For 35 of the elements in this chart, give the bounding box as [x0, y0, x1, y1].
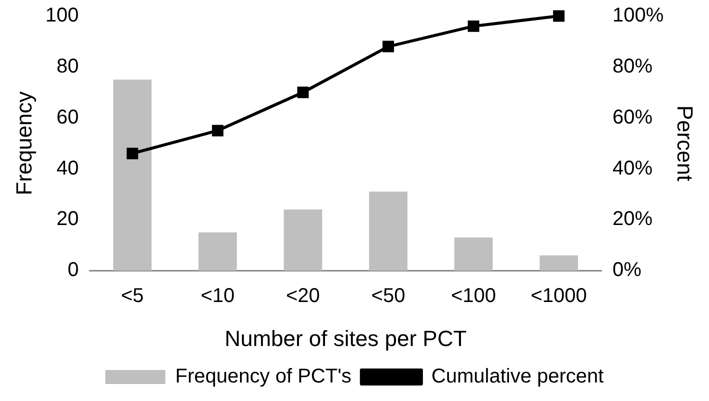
bar — [369, 192, 408, 271]
y-tick-label: 80 — [56, 55, 79, 78]
point — [553, 10, 565, 22]
y-tick-label: 20 — [56, 208, 79, 230]
point — [126, 148, 138, 160]
y-tick-label: 60 — [56, 106, 79, 128]
point — [212, 124, 224, 136]
x-axis-title: Number of sites per PCT — [224, 326, 467, 351]
y2-tick-label: 40% — [612, 157, 653, 180]
x-tick-label: <100 — [450, 285, 496, 308]
bar — [113, 80, 152, 271]
y2-tick-label: 80% — [612, 55, 653, 78]
y2-tick-label: 60% — [612, 106, 653, 128]
bar — [540, 255, 578, 271]
point — [297, 86, 309, 98]
legend-label: Cumulative percent — [431, 366, 604, 388]
point — [382, 40, 394, 52]
y-axis-title: Frequency — [11, 91, 36, 196]
point — [468, 20, 480, 32]
y-tick-label: 0 — [68, 259, 79, 282]
y2-tick-label: 0% — [612, 259, 642, 282]
bar — [284, 209, 322, 271]
y-tick-label: 40 — [56, 157, 79, 180]
x-tick-label: <10 — [200, 285, 235, 308]
bar — [454, 238, 493, 271]
x-tick-label: <20 — [286, 285, 320, 308]
x-tick-label: <5 — [121, 285, 144, 308]
y-tick-label: 100 — [45, 4, 79, 27]
legend-label: Frequency of PCT's — [175, 366, 352, 388]
x-tick-label: <50 — [371, 285, 406, 308]
x-tick-label: <1000 — [530, 285, 587, 308]
y2-axis-title: Percent — [672, 105, 698, 182]
y2-tick-label: 100% — [612, 4, 664, 27]
y2-tick-label: 20% — [612, 208, 653, 230]
bar — [198, 232, 237, 271]
